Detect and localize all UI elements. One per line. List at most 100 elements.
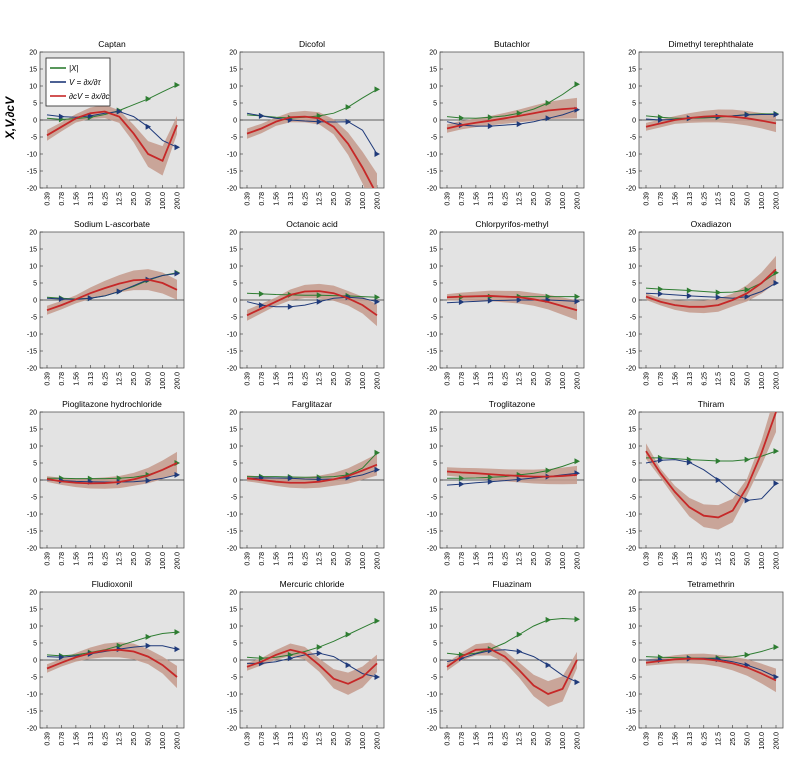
y-tick-label: 5	[233, 281, 237, 288]
y-tick-label: -10	[626, 152, 636, 159]
panel-title: Dimethyl terephthalate	[668, 39, 753, 49]
y-tick-label: -5	[231, 135, 237, 142]
y-tick-label: 5	[233, 641, 237, 648]
x-tick-label: 3.13	[687, 732, 694, 746]
y-tick-label: -5	[431, 495, 437, 502]
x-tick-label: 25.0	[131, 552, 138, 566]
plot-area	[246, 617, 380, 695]
y-tick-label: -5	[431, 315, 437, 322]
y-tick-label: 20	[628, 50, 636, 57]
y-tick-label: -15	[626, 169, 636, 176]
x-series-marker	[258, 290, 265, 297]
v-series-marker	[773, 111, 779, 118]
y-tick-label: 5	[433, 281, 437, 288]
x-tick-label: 6.25	[102, 732, 109, 746]
x-tick-label: 0.78	[459, 192, 466, 206]
y-tick-label: -5	[630, 495, 636, 502]
v-series-marker	[574, 679, 580, 686]
x-series-marker	[174, 629, 180, 636]
x-tick-label: 50.0	[146, 192, 153, 206]
x-tick-label: 25.0	[730, 372, 737, 386]
v-series-marker	[715, 477, 722, 483]
y-tick-label: 0	[632, 298, 636, 305]
y-tick-label: -5	[31, 495, 37, 502]
dcv-series-line	[246, 648, 378, 685]
x-tick-label: 200.0	[575, 732, 582, 750]
y-tick-label: -15	[427, 349, 437, 356]
y-tick-label: -15	[27, 349, 37, 356]
x-tick-label: 200.0	[375, 552, 382, 570]
y-tick-label: -10	[227, 512, 237, 519]
y-tick-label: 15	[429, 247, 437, 254]
x-tick-label: 50.0	[346, 192, 353, 206]
v-series-marker	[116, 108, 123, 115]
y-tick-label: -10	[227, 692, 237, 699]
y-tick-label: 5	[433, 101, 437, 108]
plot-area	[46, 629, 180, 689]
y-tick-label: -10	[27, 332, 37, 339]
panel: Butachlor 20 15 10 5 0 -5 -10 -15 -20 0.39 0.78 1.56…	[427, 39, 585, 210]
y-tick-label: 5	[433, 461, 437, 468]
y-tick-label: 0	[233, 478, 237, 485]
y-tick-label: 20	[229, 590, 237, 597]
plot-area	[46, 81, 180, 176]
x-tick-label: 12.5	[317, 732, 324, 746]
x-tick-label: 6.25	[701, 192, 708, 206]
v-series-marker	[657, 457, 664, 464]
y-tick-label: -20	[27, 726, 37, 733]
x-series-line	[46, 631, 178, 657]
y-tick-label: 0	[233, 658, 237, 665]
v-series-marker	[145, 477, 152, 484]
panel-title: Sodium L-ascorbate	[74, 219, 150, 229]
y-tick-label: -10	[427, 152, 437, 159]
dcv-series-line	[645, 412, 777, 519]
x-tick-label: 50.0	[346, 732, 353, 746]
y-tick-label: -20	[227, 726, 237, 733]
x-tick-label: 0.78	[459, 552, 466, 566]
x-series-marker	[174, 81, 180, 88]
y-tick-label: 10	[628, 624, 636, 631]
v-series-line	[247, 652, 378, 678]
panel: Chlorpyrifos-methyl 20 15 10 5 0 -5 -10 -15 -20 0.…	[427, 219, 585, 390]
x-tick-label: 1.56	[473, 552, 480, 566]
y-tick-label: 0	[433, 298, 437, 305]
y-tick-label: 10	[29, 444, 37, 451]
y-tick-label: 15	[29, 607, 37, 614]
x-tick-label: 100.0	[360, 552, 367, 570]
y-tick-label: -5	[31, 135, 37, 142]
y-tick-label: 10	[29, 264, 37, 271]
y-tick-label: -15	[27, 169, 37, 176]
x-tick-label: 12.5	[117, 552, 124, 566]
y-tick-label: -15	[227, 349, 237, 356]
panel-title: Troglitazone	[489, 399, 536, 409]
x-tick-label: 6.25	[701, 732, 708, 746]
dcv-confidence-band	[47, 642, 177, 689]
panel-title: Octanoic acid	[286, 219, 338, 229]
legend-label: V = ∂x/∂τ	[69, 78, 102, 87]
y-tick-label: -10	[27, 152, 37, 159]
x-tick-label: 100.0	[560, 372, 567, 390]
y-tick-label: 0	[632, 118, 636, 125]
x-tick-label: 6.25	[102, 372, 109, 386]
y-tick-label: -15	[27, 529, 37, 536]
x-tick-label: 12.5	[517, 552, 524, 566]
x-series-marker	[374, 449, 380, 456]
x-tick-label: 3.13	[288, 372, 295, 386]
x-series-marker	[145, 95, 152, 102]
y-tick-label: 10	[29, 84, 37, 91]
v-series-line	[645, 282, 777, 299]
v-series-marker	[516, 648, 523, 655]
x-tick-label: 12.5	[716, 372, 723, 386]
v-series-marker	[487, 297, 494, 304]
dcv-series-line	[46, 648, 178, 678]
y-tick-label: -20	[27, 366, 37, 373]
y-tick-label: -15	[626, 529, 636, 536]
dcv-series-line	[645, 115, 777, 128]
y-tick-label: -10	[227, 332, 237, 339]
x-tick-label: 12.5	[716, 732, 723, 746]
y-tick-label: -5	[231, 315, 237, 322]
x-tick-label: 200.0	[175, 372, 182, 390]
dcv-series-line	[246, 115, 375, 188]
y-tick-label: 10	[628, 444, 636, 451]
x-tick-label: 0.78	[459, 732, 466, 746]
